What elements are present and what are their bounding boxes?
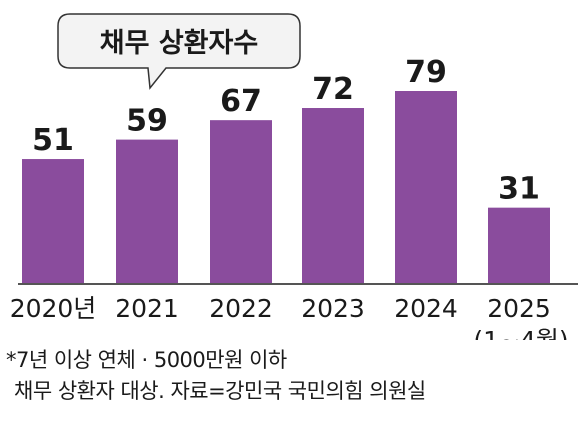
value-label-2021: 59: [126, 104, 168, 139]
value-label-2025: 31: [498, 172, 540, 207]
x-tick-label-2025: 2025: [487, 294, 551, 323]
chart-title: 채무 상환자수: [100, 28, 258, 59]
bar-2020년: [22, 159, 84, 283]
x-tick-label-2023: 2023: [301, 294, 365, 323]
bar-2025: [488, 207, 550, 283]
x-tick-label-2020년: 2020년: [10, 294, 97, 323]
x-tick-label-2021: 2021: [115, 294, 179, 323]
value-label-2023: 72: [312, 72, 354, 107]
x-tick-sublabel-2025: (1~4월): [473, 326, 568, 340]
bar-2021: [116, 139, 178, 283]
value-label-2022: 67: [220, 84, 262, 119]
bar-2022: [210, 120, 272, 284]
bar-2023: [302, 108, 364, 283]
value-label-2020년: 51: [32, 123, 74, 158]
bar-2024: [395, 91, 457, 283]
value-label-2024: 79: [405, 55, 447, 90]
x-tick-label-2024: 2024: [394, 294, 458, 323]
bar-chart: 51 59 67 72 79 31 2020년 2021 2022 2023 2024 2025 (1~…: [10, 13, 578, 340]
x-tick-label-2022: 2022: [209, 294, 273, 323]
title-bubble: [57, 13, 301, 90]
footnote-line-1: *7년 이상 연체 · 5000만원 이하: [6, 348, 287, 372]
footnote-line-2: 채무 상환자 대상. 자료=강민국 국민의힘 의원실: [14, 379, 426, 403]
